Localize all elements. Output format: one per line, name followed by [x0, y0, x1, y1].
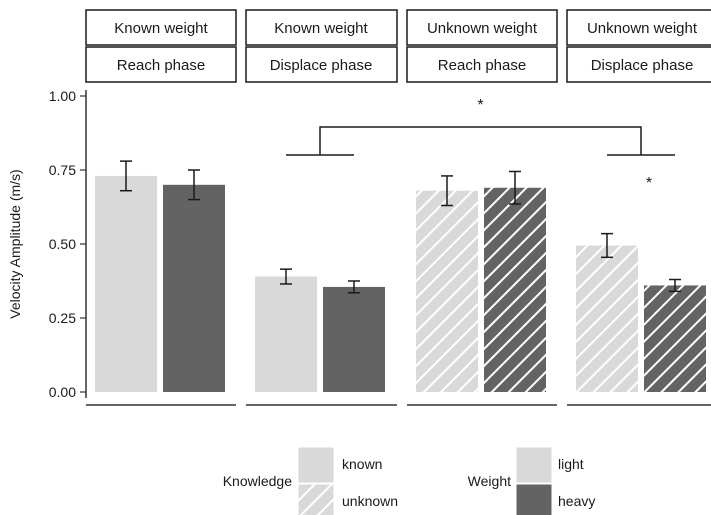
bars [95, 160, 706, 392]
annotations: ** [286, 97, 675, 192]
strip-knowledge-label: Unknown weight [587, 20, 698, 37]
bar-heavy [484, 187, 546, 392]
bar-light [95, 175, 157, 392]
y-axis: 0.00 0.25 0.50 0.75 1.00 Velocity Amplitude (… [7, 88, 87, 400]
bar-light [576, 245, 638, 392]
legend-swatch-light [515, 446, 553, 484]
bar-heavy [163, 184, 225, 392]
significance-bracket [286, 126, 675, 156]
strip-phase-label: Displace phase [591, 57, 694, 74]
strip-knowledge-1 [245, 9, 398, 46]
strip-knowledge-label: Unknown weight [427, 20, 538, 37]
legend: Knowledge known unknown Weight light heavy [223, 446, 595, 515]
strip-knowledge-3 [566, 9, 711, 46]
legend-label-heavy: heavy [558, 493, 595, 509]
strip-knowledge-label: Known weight [114, 20, 208, 37]
strip-knowledge-0 [85, 9, 237, 46]
strip-phase-0 [85, 46, 237, 83]
strip-phase-label: Displace phase [270, 57, 373, 74]
legend-label-light: light [558, 456, 584, 472]
strip-knowledge-2 [406, 9, 558, 46]
strip-phase-label: Reach phase [438, 57, 526, 74]
strip-phase-1 [245, 46, 398, 83]
significance-star: * [477, 97, 483, 114]
legend-swatch-unknown [297, 483, 335, 515]
y-tick-label: 0.25 [49, 310, 76, 326]
facet-strips: Known weight Reach phase Known weight Displ… [85, 9, 711, 83]
legend-label-unknown: unknown [342, 493, 398, 509]
legend-knowledge-title: Knowledge [223, 473, 292, 489]
y-tick-label: 1.00 [49, 88, 76, 104]
strip-phase-3 [566, 46, 711, 83]
bar-heavy [644, 285, 706, 392]
bar-light [255, 276, 317, 392]
legend-swatch-heavy [515, 483, 553, 515]
bar-light [416, 190, 478, 392]
legend-label-known: known [342, 456, 382, 472]
legend-swatch-known [297, 446, 335, 484]
y-tick-label: 0.00 [49, 384, 76, 400]
bar-heavy [323, 286, 385, 392]
strip-phase-label: Reach phase [117, 57, 205, 74]
strip-knowledge-label: Known weight [274, 20, 368, 37]
strip-phase-2 [406, 46, 558, 83]
significance-star: * [646, 175, 652, 192]
legend-weight-title: Weight [468, 473, 511, 489]
y-tick-label: 0.75 [49, 162, 76, 178]
y-axis-title: Velocity Amplitude (m/s) [7, 169, 23, 318]
y-tick-label: 0.50 [49, 236, 76, 252]
